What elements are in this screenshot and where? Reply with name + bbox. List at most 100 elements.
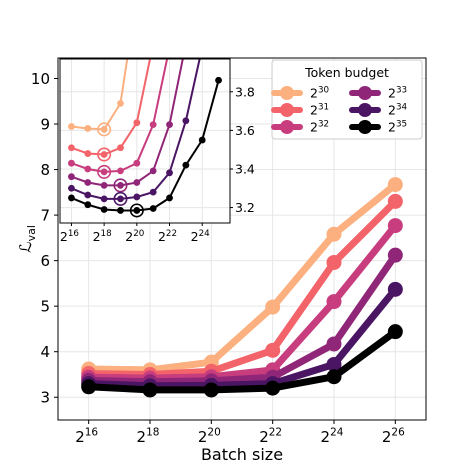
main-data-point — [265, 380, 281, 396]
main-data-point — [387, 247, 403, 263]
inset-data-point — [117, 144, 124, 152]
inset-optimum-marker — [97, 147, 112, 162]
main-data-point — [265, 342, 281, 358]
inset-x-tick-label: 222 — [158, 229, 177, 244]
legend-box — [271, 59, 423, 140]
main-y-tick-label: 6 — [40, 252, 50, 270]
main-x-tick-label: 218 — [137, 427, 160, 446]
inset-data-point — [198, 136, 206, 144]
inset-data-point — [166, 169, 173, 177]
legend-swatch-marker — [280, 103, 294, 117]
legend-title: Token budget — [304, 65, 389, 80]
main-y-tick-label: 8 — [40, 161, 50, 179]
inset-data-point — [117, 181, 124, 189]
inset-data-point — [133, 119, 141, 127]
inset-data-point — [149, 188, 157, 196]
inset-data-point — [149, 205, 157, 212]
main-y-tick-label: 7 — [40, 207, 50, 225]
inset-y-tick-label: 3.2 — [235, 200, 255, 215]
inset-data-point — [68, 123, 75, 130]
inset-data-point — [133, 193, 141, 201]
main-series-line — [85, 222, 399, 382]
inset-data-point — [117, 207, 124, 214]
inset-x-tick-label: 220 — [125, 229, 144, 244]
inset-data-point — [68, 144, 75, 152]
inset-frame — [59, 58, 231, 224]
legend-entry-label: 233 — [388, 85, 407, 100]
main-series-line — [85, 197, 399, 378]
inset-data-point — [100, 126, 108, 133]
inset-x-tick-label: 218 — [93, 229, 112, 244]
main-data-point — [326, 226, 342, 242]
inset-data-point — [84, 125, 92, 132]
inset-data-point — [133, 207, 141, 214]
main-y-tick-label: 10 — [31, 70, 50, 88]
inset-series-layer — [68, 59, 222, 218]
inset-data-point — [100, 181, 108, 189]
inset-y-tick-label: 3.8 — [235, 84, 255, 99]
main-data-point — [387, 218, 403, 234]
inset-data-point — [182, 161, 190, 169]
legend-entry-label: 235 — [388, 119, 407, 134]
main-data-point — [326, 254, 342, 270]
legend-items: 230 231 232 233 234 235 — [271, 85, 408, 135]
main-data-point — [387, 281, 403, 297]
legend-swatch-marker — [358, 86, 372, 100]
main-data-point — [265, 299, 281, 315]
inset-data-point — [68, 159, 75, 167]
inset-data-point — [84, 191, 92, 199]
legend-entry-label: 234 — [388, 102, 408, 117]
inset-data-point — [100, 195, 108, 203]
main-y-tick-labels: 3 4 5 6 7 8 9 10 — [31, 70, 58, 407]
main-series-line — [85, 251, 399, 386]
main-data-point — [203, 382, 219, 398]
legend: Token budget 230 231 232 233 234 235 — [271, 59, 423, 140]
inset-y-tick-labels: 3.2 3.4 3.6 3.8 — [230, 84, 255, 215]
legend-entry-label: 231 — [310, 102, 329, 117]
main-x-tick-label: 222 — [259, 427, 282, 446]
inset-data-point — [100, 206, 108, 213]
inset-optimum-marker — [97, 122, 112, 137]
main-x-tick-label: 224 — [321, 427, 344, 446]
main-data-point — [142, 382, 158, 398]
inset-data-point — [68, 173, 75, 181]
legend-swatch-marker — [280, 120, 294, 134]
main-x-tick-label: 216 — [75, 427, 98, 446]
inset-data-point — [100, 151, 108, 158]
inset-data-point — [215, 76, 222, 84]
legend-swatch-marker — [358, 103, 372, 117]
main-data-point — [387, 193, 403, 209]
inset-data-point — [84, 179, 92, 186]
main-data-point — [326, 356, 342, 372]
main-plot-frame — [57, 57, 427, 421]
inset-y-tick-label: 3.6 — [235, 123, 255, 138]
main-data-point — [326, 336, 342, 352]
inset-data-point — [84, 150, 92, 157]
main-data-point — [81, 379, 97, 395]
main-y-tick-label: 5 — [40, 298, 50, 316]
main-data-point — [326, 369, 342, 385]
inset-optimum-marker — [129, 203, 144, 218]
inset-data-point — [149, 121, 157, 128]
legend-swatch-marker — [280, 86, 294, 100]
inset-series-line — [71, 79, 220, 212]
inset-data-point — [133, 179, 141, 186]
inset-data-point — [117, 195, 124, 203]
main-series-layer — [81, 177, 403, 398]
inset-data-point — [182, 117, 190, 125]
inset-data-point — [84, 201, 92, 209]
legend-entry-label: 232 — [310, 119, 329, 134]
inset-x-tick-label: 224 — [191, 229, 211, 244]
inset-data-point — [84, 165, 92, 173]
inset-optimum-marker — [113, 178, 128, 193]
inset-data-point — [133, 159, 141, 167]
inset-data-point — [68, 184, 75, 192]
inset-data-point — [100, 168, 108, 176]
main-y-tick-label: 9 — [40, 116, 50, 134]
main-x-tick-label: 226 — [382, 427, 405, 446]
inset-data-point — [166, 194, 173, 202]
inset-x-tick-labels: 216 218 220 222 224 — [60, 223, 210, 244]
main-series-line — [85, 285, 399, 390]
inset-data-point — [149, 167, 157, 175]
